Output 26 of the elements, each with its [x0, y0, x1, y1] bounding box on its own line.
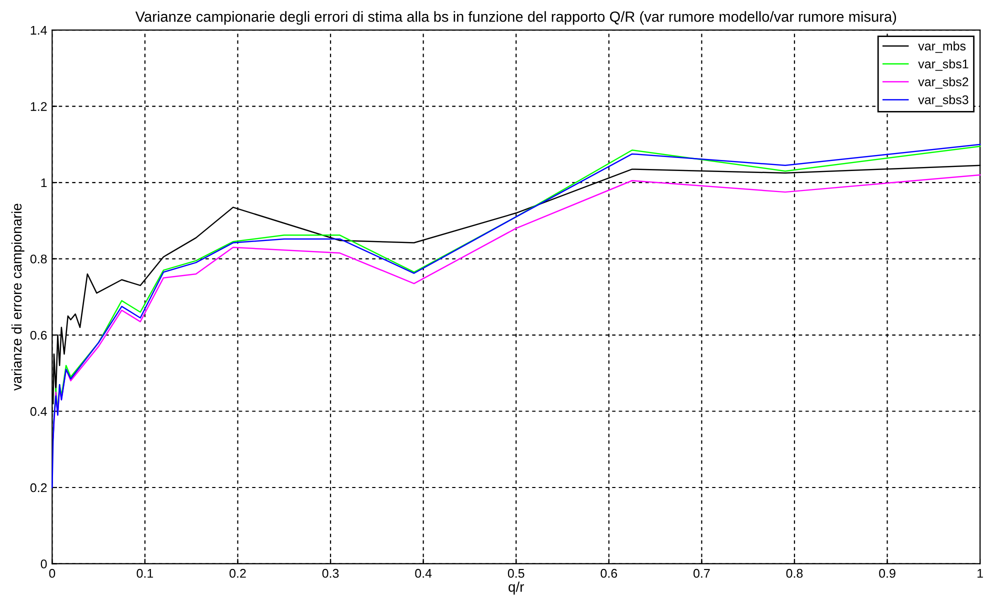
y-axis-title: varianze di errore campionarie — [11, 204, 24, 391]
x-tick-label: 0.2 — [230, 568, 246, 578]
legend-label: var_sbs1 — [918, 59, 968, 71]
y-tick-label: 0.4 — [30, 407, 47, 416]
y-tick-label: 0.2 — [30, 483, 47, 492]
x-tick-label: 0.1 — [136, 568, 154, 578]
x-tick-label: 0.7 — [693, 568, 710, 578]
x-tick-label: 0.5 — [508, 568, 524, 578]
x-tick-label: 0.8 — [786, 568, 803, 578]
legend-label: var_mbs — [918, 41, 966, 53]
legend-label: var_sbs2 — [918, 77, 968, 89]
x-tick-label: 0.4 — [415, 568, 432, 578]
chart-title: Varianze campionarie degli errori di stima alla bs in funzione del rapporto Q/R (var rumore modello/var rumore misura) — [135, 11, 896, 25]
x-tick-label: 1 — [978, 569, 983, 578]
legend-label: var_sbs3 — [918, 95, 968, 107]
y-tick-label: 0 — [40, 560, 47, 568]
y-tick-label: 0.8 — [30, 254, 47, 264]
x-axis-title: q/r — [508, 582, 524, 595]
y-tick-label: 1.2 — [30, 102, 47, 111]
x-tick-label: 0.3 — [322, 568, 339, 578]
x-tick-label: 0 — [49, 568, 56, 578]
y-tick-label: 1.4 — [30, 26, 47, 35]
x-tick-label: 0.6 — [600, 568, 618, 578]
y-tick-label: 0.6 — [30, 330, 47, 340]
x-tick-label: 0.9 — [879, 568, 896, 578]
y-tick-label: 1 — [41, 178, 47, 188]
